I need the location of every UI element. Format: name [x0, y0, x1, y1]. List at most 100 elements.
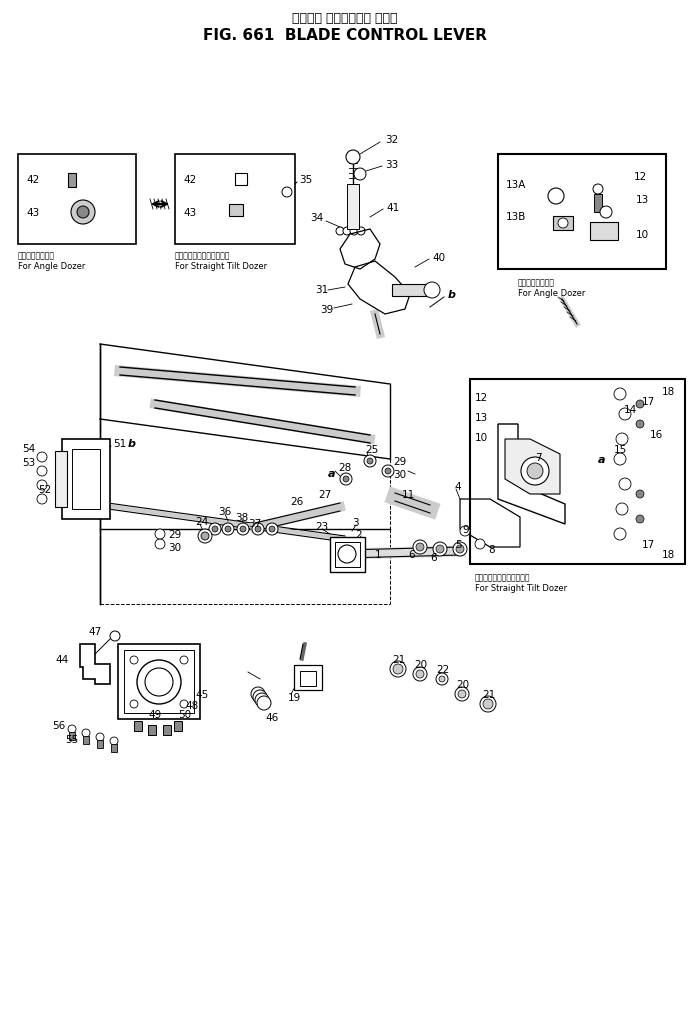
Circle shape: [636, 421, 644, 429]
Text: 54: 54: [22, 443, 35, 453]
Circle shape: [269, 527, 275, 533]
Text: 38: 38: [235, 513, 248, 523]
Circle shape: [180, 656, 188, 664]
Circle shape: [338, 545, 356, 564]
Text: For Angle Dozer: For Angle Dozer: [18, 262, 86, 271]
Text: 17: 17: [642, 396, 655, 407]
Circle shape: [110, 632, 120, 641]
Circle shape: [456, 545, 464, 553]
Circle shape: [37, 467, 47, 477]
Text: 28: 28: [338, 463, 351, 473]
Bar: [594, 195, 602, 213]
Text: 13B: 13B: [506, 212, 526, 222]
Text: アングルドーザ用: アングルドーザ用: [518, 278, 555, 286]
Bar: [470, 380, 685, 565]
Circle shape: [548, 189, 564, 205]
Bar: [18, 155, 136, 245]
Circle shape: [130, 700, 138, 708]
Circle shape: [255, 527, 261, 533]
Circle shape: [252, 524, 264, 535]
Text: 10: 10: [475, 433, 488, 442]
Circle shape: [201, 533, 209, 540]
Text: For Straight Tilt Dozer: For Straight Tilt Dozer: [475, 584, 567, 592]
Circle shape: [198, 530, 212, 543]
Circle shape: [155, 530, 165, 539]
Text: 33: 33: [385, 160, 398, 170]
Circle shape: [416, 543, 424, 551]
Circle shape: [357, 228, 365, 235]
Text: 22: 22: [436, 664, 449, 675]
Circle shape: [37, 494, 47, 504]
Circle shape: [453, 542, 467, 556]
Text: 18: 18: [662, 549, 675, 559]
Text: 46: 46: [265, 712, 278, 722]
Text: 43: 43: [183, 208, 196, 218]
Circle shape: [130, 656, 138, 664]
Text: 6: 6: [408, 549, 415, 559]
Circle shape: [614, 453, 626, 466]
Circle shape: [212, 527, 218, 533]
Circle shape: [354, 169, 366, 180]
Bar: [392, 284, 430, 297]
Circle shape: [37, 452, 47, 463]
Text: 42: 42: [183, 175, 196, 184]
Circle shape: [240, 527, 246, 533]
Text: 41: 41: [386, 203, 400, 213]
Bar: [175, 155, 295, 245]
Circle shape: [71, 201, 95, 225]
Text: 45: 45: [195, 689, 208, 699]
Text: ストレートチルトドーザ用: ストレートチルトドーザ用: [475, 573, 531, 582]
Text: ストレートチルトドーザ用: ストレートチルトドーザ用: [175, 251, 230, 260]
Circle shape: [257, 696, 271, 710]
Text: 18: 18: [662, 386, 675, 396]
Text: 32: 32: [385, 135, 398, 145]
Bar: [148, 726, 156, 736]
Circle shape: [364, 455, 376, 468]
Text: 24: 24: [195, 517, 208, 527]
Bar: [300, 672, 316, 687]
Circle shape: [619, 409, 631, 421]
Text: 21: 21: [392, 654, 405, 664]
Bar: [83, 737, 89, 744]
Circle shape: [251, 688, 265, 701]
Circle shape: [346, 151, 360, 165]
Bar: [111, 744, 117, 752]
Circle shape: [460, 527, 470, 536]
Circle shape: [455, 688, 469, 701]
Circle shape: [600, 207, 612, 219]
Bar: [553, 217, 573, 230]
Circle shape: [350, 228, 358, 235]
Text: 2: 2: [355, 530, 362, 539]
Circle shape: [385, 469, 391, 475]
Text: 6: 6: [430, 552, 437, 562]
Circle shape: [180, 700, 188, 708]
Circle shape: [616, 503, 628, 516]
Circle shape: [77, 207, 89, 219]
Circle shape: [282, 187, 292, 198]
Bar: [124, 650, 194, 713]
Text: 13: 13: [636, 195, 649, 205]
Circle shape: [614, 388, 626, 400]
Text: 4: 4: [454, 482, 461, 491]
Circle shape: [558, 219, 568, 229]
Circle shape: [343, 228, 351, 235]
Circle shape: [237, 524, 249, 535]
Text: 21: 21: [482, 689, 495, 699]
Text: 44: 44: [55, 654, 68, 664]
Circle shape: [382, 466, 394, 478]
Text: For Angle Dozer: For Angle Dozer: [518, 288, 585, 298]
Circle shape: [436, 545, 444, 553]
Text: 23: 23: [315, 522, 328, 532]
Circle shape: [636, 400, 644, 409]
Text: 29: 29: [168, 530, 181, 539]
Bar: [72, 449, 100, 510]
Text: 52: 52: [38, 484, 51, 494]
Bar: [330, 537, 365, 573]
Circle shape: [209, 524, 221, 535]
Text: 39: 39: [320, 305, 333, 315]
Bar: [235, 174, 247, 185]
Circle shape: [137, 660, 181, 704]
Text: 36: 36: [218, 506, 231, 517]
Text: 43: 43: [26, 208, 39, 218]
Circle shape: [593, 184, 603, 195]
